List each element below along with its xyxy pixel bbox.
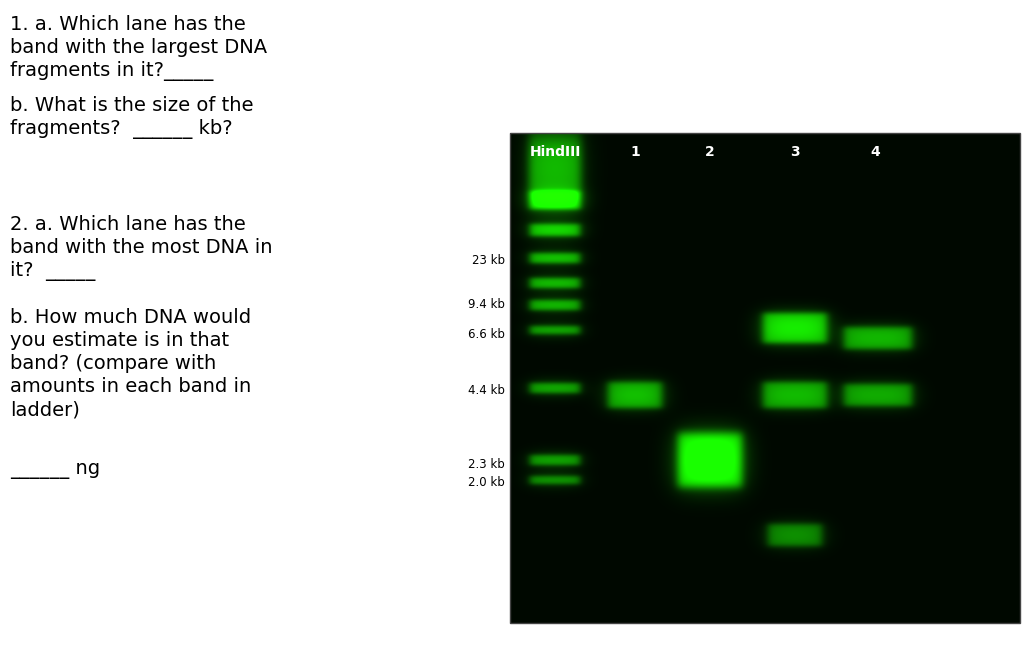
Text: fragments?  ______ kb?: fragments? ______ kb?	[10, 119, 232, 139]
Text: b. What is the size of the: b. What is the size of the	[10, 96, 254, 115]
Text: 2. a. Which lane has the: 2. a. Which lane has the	[10, 215, 246, 234]
Text: 1: 1	[630, 145, 639, 159]
Text: it?  _____: it? _____	[10, 261, 95, 281]
Text: 4.4 kb: 4.4 kb	[469, 384, 505, 397]
Text: 23 kb: 23 kb	[472, 255, 505, 268]
Text: 3: 3	[790, 145, 800, 159]
Text: 1. a. Which lane has the: 1. a. Which lane has the	[10, 15, 246, 34]
Text: 2: 2	[705, 145, 715, 159]
Bar	[510, 133, 1020, 623]
Text: 4: 4	[871, 145, 880, 159]
Text: ______ ng: ______ ng	[10, 460, 100, 479]
Text: band with the most DNA in: band with the most DNA in	[10, 238, 272, 257]
Text: b. How much DNA would: b. How much DNA would	[10, 308, 251, 327]
Text: 2.3 kb: 2.3 kb	[469, 457, 505, 470]
Text: amounts in each band in: amounts in each band in	[10, 377, 252, 396]
Text: ladder): ladder)	[10, 400, 80, 419]
Text: HindIII: HindIII	[529, 145, 581, 159]
Text: 2.0 kb: 2.0 kb	[469, 475, 505, 488]
Text: you estimate is in that: you estimate is in that	[10, 331, 229, 350]
Text: band with the largest DNA: band with the largest DNA	[10, 38, 267, 57]
Text: 9.4 kb: 9.4 kb	[469, 299, 505, 312]
Text: band? (compare with: band? (compare with	[10, 354, 216, 373]
Text: fragments in it?_____: fragments in it?_____	[10, 61, 214, 81]
Text: 6.6 kb: 6.6 kb	[469, 328, 505, 341]
